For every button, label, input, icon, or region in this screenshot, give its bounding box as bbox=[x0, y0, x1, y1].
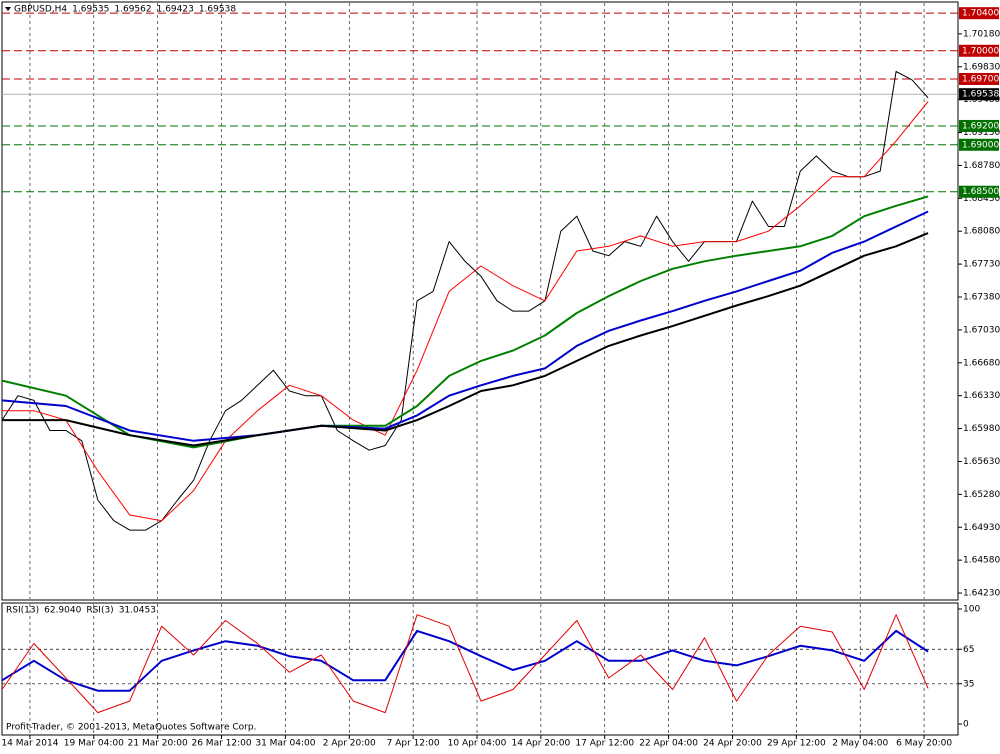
series-line bbox=[1, 629, 929, 692]
x-tick-label: 24 Apr 20:00 bbox=[703, 739, 762, 749]
y-tick-label: 1.64580 bbox=[963, 556, 1000, 566]
y-tick-label: 1.67730 bbox=[963, 260, 1000, 270]
x-tick-label: 22 Apr 04:00 bbox=[639, 739, 698, 749]
legend-label: RSI(13) bbox=[6, 606, 39, 616]
chart-title: GBPUSD,H4 bbox=[14, 5, 67, 15]
y-tick-label: 1.68430 bbox=[963, 194, 1000, 204]
ohlc-value: 1.69535 bbox=[72, 5, 109, 15]
y-tick-label: 1.69830 bbox=[963, 62, 1000, 72]
level-label-box bbox=[959, 44, 999, 57]
x-tick-label: 26 Mar 12:00 bbox=[191, 739, 251, 749]
level-label: 1.69700 bbox=[962, 74, 999, 84]
y-tick-label: 1.70180 bbox=[963, 29, 1000, 39]
price-pane bbox=[1, 1, 959, 601]
x-tick-label: 6 May 20:00 bbox=[896, 739, 952, 749]
x-tick-label: 19 Mar 04:00 bbox=[64, 739, 124, 749]
series-line bbox=[2, 232, 929, 447]
x-tick-label: 2 Apr 20:00 bbox=[323, 739, 376, 749]
ohlc-value: 1.69562 bbox=[114, 5, 151, 15]
level-label-box bbox=[959, 185, 999, 198]
legend-value: 62.9040 bbox=[44, 606, 81, 616]
level-label: 1.69000 bbox=[962, 140, 999, 150]
level-label-box bbox=[959, 119, 999, 132]
level-label: 1.70000 bbox=[962, 46, 999, 56]
y-tick-label: 1.67030 bbox=[963, 325, 1000, 335]
y-tick-label: 1.65980 bbox=[963, 424, 1000, 434]
menu-arrow bbox=[5, 7, 11, 11]
ohlc-value: 1.69538 bbox=[199, 5, 236, 15]
y-tick-label: 1.69130 bbox=[963, 128, 1000, 138]
y-tick-label: 1.64230 bbox=[963, 589, 1000, 599]
series-line bbox=[2, 101, 929, 522]
x-tick-label: 7 Apr 12:00 bbox=[387, 739, 440, 749]
level-label: 1.69538 bbox=[962, 90, 999, 100]
legend-value: 31.0453 bbox=[119, 606, 156, 616]
legend-label: RSI(3) bbox=[86, 606, 113, 616]
y-tick-label: 1.66330 bbox=[963, 391, 1000, 401]
level-label: 1.69200 bbox=[962, 121, 999, 131]
level-label: 1.68500 bbox=[962, 187, 999, 197]
y-tick-label: 0 bbox=[963, 720, 969, 730]
level-label-box bbox=[959, 88, 999, 101]
y-tick-label: 65 bbox=[963, 645, 974, 655]
x-tick-label: 31 Mar 04:00 bbox=[255, 739, 315, 749]
y-tick-label: 1.64930 bbox=[963, 523, 1000, 533]
x-tick-label: 2 May 04:00 bbox=[832, 739, 888, 749]
rsi-pane bbox=[1, 602, 959, 736]
ohlc-value: 1.69423 bbox=[157, 5, 194, 15]
copyright: Profit-Trader, © 2001-2013, MetaQuotes S… bbox=[6, 723, 256, 733]
level-label: 1.70400 bbox=[962, 9, 999, 19]
y-tick-label: 1.67380 bbox=[963, 293, 1000, 303]
y-tick-label: 1.68780 bbox=[963, 161, 1000, 171]
series-line bbox=[1, 614, 929, 714]
y-tick-label: 1.66680 bbox=[963, 358, 1000, 368]
y-tick-label: 35 bbox=[963, 679, 974, 689]
x-tick-label: 21 Mar 20:00 bbox=[128, 739, 188, 749]
x-tick-label: 14 Mar 2014 bbox=[1, 739, 58, 749]
y-tick-label: 1.65630 bbox=[963, 457, 1000, 467]
y-tick-label: 100 bbox=[963, 604, 980, 614]
level-label-box bbox=[959, 138, 999, 151]
x-tick-label: 17 Apr 12:00 bbox=[575, 739, 634, 749]
x-tick-label: 29 Apr 12:00 bbox=[767, 739, 826, 749]
level-label-box bbox=[959, 7, 999, 20]
x-tick-label: 14 Apr 20:00 bbox=[512, 739, 571, 749]
y-tick-label: 1.65280 bbox=[963, 490, 1000, 500]
x-tick-label: 10 Apr 04:00 bbox=[448, 739, 507, 749]
y-tick-label: 1.68080 bbox=[963, 227, 1000, 237]
level-label-box bbox=[959, 72, 999, 85]
